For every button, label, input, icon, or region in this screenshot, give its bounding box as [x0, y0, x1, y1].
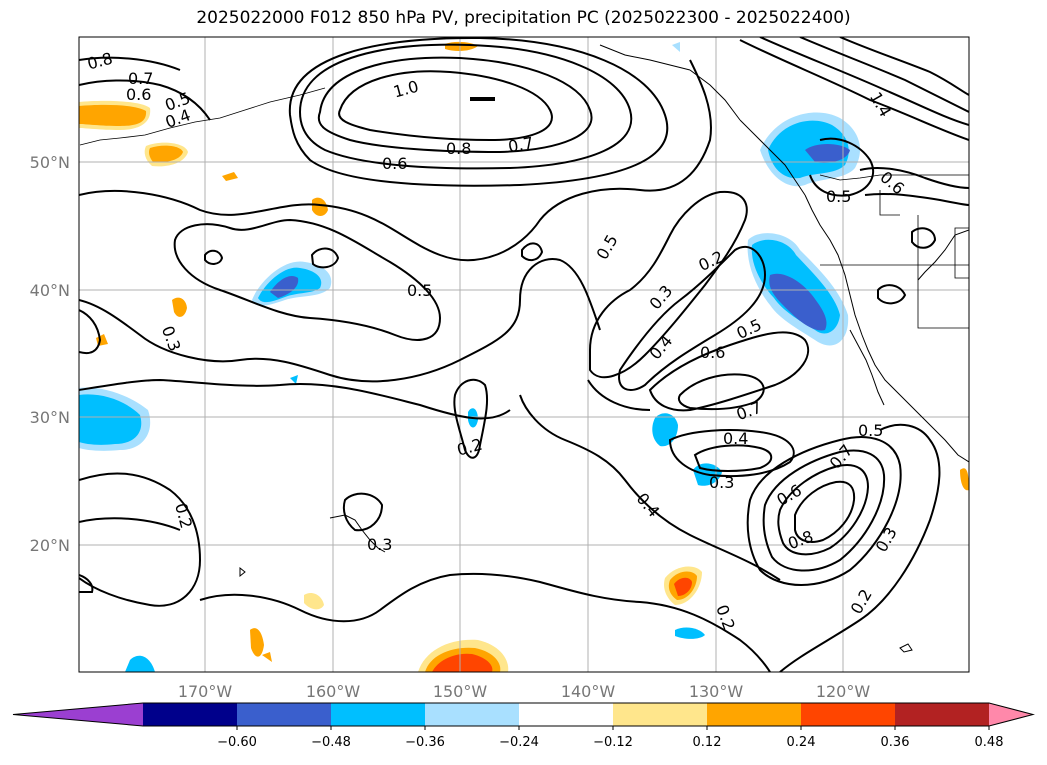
svg-text:0.6: 0.6 — [700, 343, 725, 362]
precip-shading — [79, 41, 969, 672]
contour-label: 0.6 — [700, 343, 725, 362]
svg-text:0.8: 0.8 — [446, 139, 471, 158]
pv-contours — [79, 37, 969, 672]
colorbar-tick-label: 0.24 — [787, 735, 816, 750]
svg-text:0.3: 0.3 — [367, 535, 392, 554]
graticule — [79, 37, 969, 672]
map-title: 2025022000 F012 850 hPa PV, precipitatio… — [196, 8, 851, 28]
colorbar-tick-label: −0.48 — [311, 735, 351, 750]
colorbar-segment — [707, 703, 802, 726]
svg-text:0.3: 0.3 — [709, 473, 734, 492]
contour-label: 0.7 — [507, 133, 535, 156]
lon-tick: 130°W — [689, 682, 744, 701]
colorbar-tick-label: 0.36 — [881, 735, 910, 750]
colorbar-segment — [237, 703, 332, 726]
lon-tick-labels: 170°W 160°W 150°W 140°W 130°W 120°W — [178, 682, 871, 701]
svg-text:0.6: 0.6 — [382, 154, 407, 173]
colorbar-tick-label: −0.24 — [499, 735, 539, 750]
contour-label: 0.5 — [858, 421, 883, 440]
svg-text:0.7: 0.7 — [128, 69, 153, 88]
lat-tick: 20°N — [30, 536, 70, 555]
lat-tick: 50°N — [30, 153, 70, 172]
colorbar-segment — [331, 703, 426, 726]
lon-tick: 140°W — [561, 682, 616, 701]
lat-tick: 30°N — [30, 408, 70, 427]
contour-label: 0.5 — [826, 187, 851, 206]
colorbar-segment — [895, 703, 990, 726]
lon-tick: 160°W — [306, 682, 361, 701]
contour-label: 0.7 — [128, 69, 153, 88]
colorbar-segment — [143, 703, 238, 726]
contour-label: 0.4 — [723, 429, 748, 448]
contour-label: 0.3 — [367, 535, 392, 554]
lon-tick: 120°W — [816, 682, 871, 701]
svg-text:0.5: 0.5 — [858, 421, 883, 440]
colorbar-tick-label: −0.60 — [217, 735, 257, 750]
svg-text:0.7: 0.7 — [507, 133, 535, 156]
colorbar-segment — [519, 703, 614, 726]
contour-label: 0.6 — [382, 154, 407, 173]
colorbar-segment — [801, 703, 896, 726]
colorbar-outline — [12, 702, 1035, 727]
lon-tick: 170°W — [178, 682, 233, 701]
lon-tick: 150°W — [433, 682, 488, 701]
colorbar-tick-label: −0.36 — [405, 735, 445, 750]
svg-text:0.5: 0.5 — [826, 187, 851, 206]
lat-tick-labels: 50°N 40°N 30°N 20°N — [30, 153, 70, 555]
contour-label: 0.5 — [407, 281, 432, 300]
colorbar-tick-label: 0.12 — [693, 735, 722, 750]
colorbar-extend-low — [13, 703, 143, 726]
colorbar-segment — [425, 703, 520, 726]
svg-text:0.4: 0.4 — [723, 429, 748, 448]
colorbar-segment — [613, 703, 708, 726]
contour-label: 0.6 — [126, 85, 151, 104]
colorbar-tick-label: −0.12 — [593, 735, 633, 750]
colorbar: −0.60 −0.48 −0.36 −0.24 −0.12 0.12 0.24 0.36 0.4… — [12, 702, 1035, 750]
svg-text:0.6: 0.6 — [126, 85, 151, 104]
contour-label: 0.8 — [446, 139, 471, 158]
map-frame — [78, 36, 970, 673]
contour-label: 0.3 — [709, 473, 734, 492]
svg-text:0.5: 0.5 — [407, 281, 432, 300]
lat-tick: 40°N — [30, 281, 70, 300]
colorbar-extend-high — [989, 703, 1033, 726]
colorbar-tick-label: 0.48 — [975, 735, 1004, 750]
